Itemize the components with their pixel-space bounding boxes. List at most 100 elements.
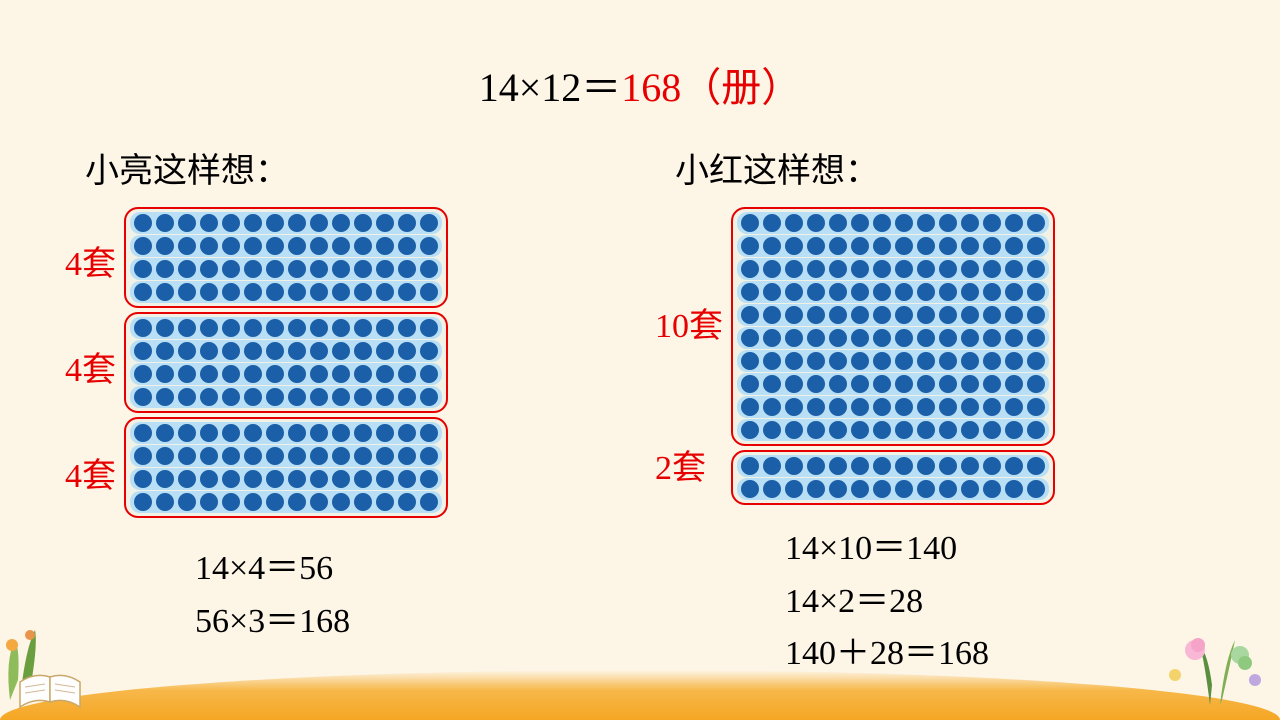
dot-row xyxy=(737,455,1049,477)
dot xyxy=(917,457,935,475)
left-labels: 4套4套4套 xyxy=(65,207,124,525)
dot xyxy=(354,365,372,383)
dot xyxy=(895,421,913,439)
dot xyxy=(1005,352,1023,370)
dot xyxy=(178,283,196,301)
dot xyxy=(156,237,174,255)
dot xyxy=(1005,214,1023,232)
dot xyxy=(244,342,262,360)
dot xyxy=(376,260,394,278)
right-visual: 10套2套 xyxy=(655,207,1215,505)
dot xyxy=(354,424,372,442)
dot xyxy=(851,283,869,301)
dot xyxy=(873,375,891,393)
dot-row xyxy=(737,304,1049,326)
dot xyxy=(895,237,913,255)
dot xyxy=(222,342,240,360)
dot xyxy=(763,329,781,347)
dot xyxy=(983,421,1001,439)
dot xyxy=(200,493,218,511)
dot xyxy=(741,329,759,347)
dot xyxy=(178,214,196,232)
dot xyxy=(939,421,957,439)
dot xyxy=(332,388,350,406)
dot xyxy=(288,319,306,337)
dot xyxy=(895,457,913,475)
dot xyxy=(763,375,781,393)
dot xyxy=(266,424,284,442)
dot xyxy=(829,237,847,255)
dot-row xyxy=(130,422,442,444)
dot xyxy=(917,214,935,232)
dot xyxy=(851,329,869,347)
dot xyxy=(807,306,825,324)
dot xyxy=(851,306,869,324)
dot xyxy=(420,260,438,278)
dot xyxy=(266,493,284,511)
dot xyxy=(310,319,328,337)
dot-row xyxy=(737,478,1049,500)
dot xyxy=(310,237,328,255)
dot xyxy=(961,398,979,416)
dot xyxy=(1027,480,1045,498)
dot xyxy=(244,493,262,511)
dot xyxy=(983,260,1001,278)
dot xyxy=(785,214,803,232)
dot xyxy=(266,319,284,337)
dot xyxy=(939,214,957,232)
dot xyxy=(376,447,394,465)
dot-row xyxy=(737,350,1049,372)
dot-row xyxy=(737,281,1049,303)
dot xyxy=(807,214,825,232)
book-decoration xyxy=(15,667,85,712)
dot xyxy=(288,493,306,511)
dot xyxy=(354,447,372,465)
dot xyxy=(895,283,913,301)
dot xyxy=(222,283,240,301)
dot xyxy=(829,260,847,278)
dot xyxy=(873,421,891,439)
dot xyxy=(939,375,957,393)
dot xyxy=(420,447,438,465)
dot xyxy=(785,329,803,347)
dot xyxy=(1027,421,1045,439)
dot xyxy=(266,237,284,255)
right-title: 小红这样想： xyxy=(655,143,1215,192)
dot xyxy=(156,283,174,301)
dot xyxy=(807,237,825,255)
left-title: 小亮这样想： xyxy=(65,143,625,192)
dot xyxy=(829,329,847,347)
right-calculations: 14×10＝14014×2＝28140＋28＝168 xyxy=(655,523,1215,681)
dot xyxy=(939,398,957,416)
dot xyxy=(983,283,1001,301)
left-calculations: 14×4＝5656×3＝168 xyxy=(65,543,625,648)
dot xyxy=(873,306,891,324)
dot xyxy=(200,447,218,465)
dot xyxy=(741,283,759,301)
dot xyxy=(829,375,847,393)
dot xyxy=(288,214,306,232)
dot xyxy=(134,342,152,360)
dot xyxy=(332,214,350,232)
dot xyxy=(917,421,935,439)
dot xyxy=(244,388,262,406)
right-grid xyxy=(731,207,1055,505)
dot xyxy=(354,493,372,511)
dot xyxy=(156,424,174,442)
dot xyxy=(244,260,262,278)
dot xyxy=(222,447,240,465)
dot xyxy=(763,421,781,439)
dot xyxy=(156,319,174,337)
dot xyxy=(310,365,328,383)
dot xyxy=(895,329,913,347)
dot xyxy=(200,470,218,488)
dot xyxy=(398,283,416,301)
dot xyxy=(763,237,781,255)
dot xyxy=(420,388,438,406)
dot xyxy=(785,260,803,278)
dot-row xyxy=(130,281,442,303)
right-column: 小红这样想： 10套2套 14×10＝14014×2＝28140＋28＝168 xyxy=(655,143,1215,681)
dot xyxy=(332,283,350,301)
dot xyxy=(398,424,416,442)
dot xyxy=(785,306,803,324)
